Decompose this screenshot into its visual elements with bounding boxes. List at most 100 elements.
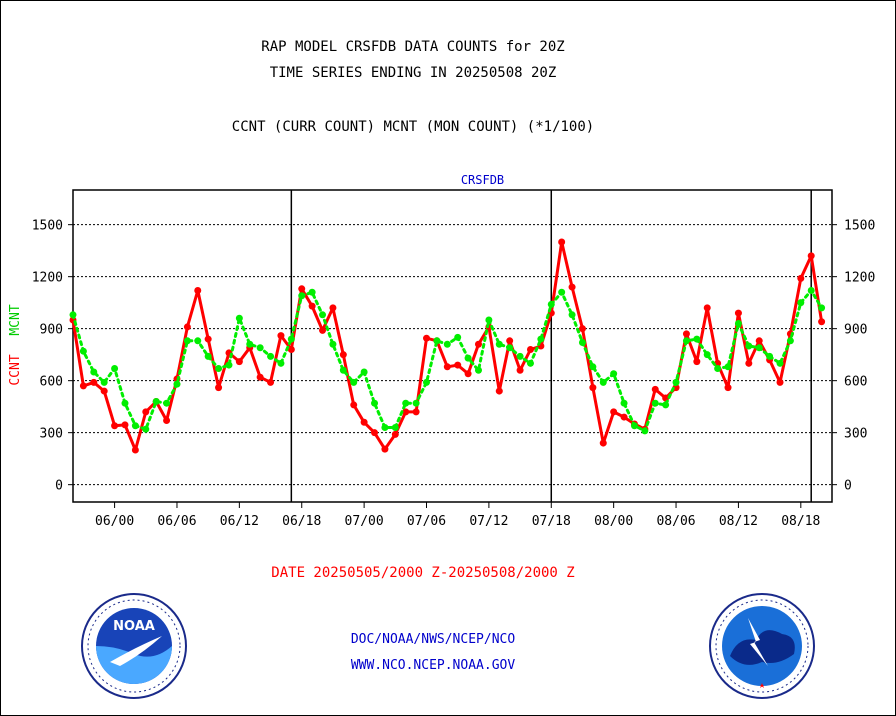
- data-point-mcnt: [412, 399, 420, 407]
- data-point-ccnt: [163, 417, 171, 425]
- data-point-mcnt: [474, 366, 482, 374]
- x-tick-label: 06/18: [282, 514, 321, 529]
- svg-text:NOAA: NOAA: [113, 619, 155, 634]
- y-tick-label-left: 900: [40, 323, 63, 338]
- x-tick-label: 06/00: [95, 514, 134, 529]
- data-point-ccnt: [235, 358, 243, 366]
- data-point-mcnt: [79, 347, 87, 355]
- data-point-mcnt: [745, 342, 753, 350]
- x-tick-label: 07/06: [407, 514, 446, 529]
- data-point-ccnt: [807, 252, 815, 260]
- data-point-mcnt: [786, 337, 794, 345]
- data-point-ccnt: [755, 337, 763, 345]
- data-point-mcnt: [183, 337, 191, 345]
- data-point-mcnt: [620, 399, 628, 407]
- data-point-ccnt: [734, 309, 742, 317]
- data-point-mcnt: [350, 378, 358, 386]
- data-point-mcnt: [69, 311, 77, 319]
- x-tick-label: 07/00: [345, 514, 384, 529]
- data-point-mcnt: [308, 288, 316, 296]
- data-point-mcnt: [724, 363, 732, 371]
- data-point-mcnt: [277, 359, 285, 367]
- data-point-ccnt: [589, 384, 597, 392]
- data-point-ccnt: [682, 330, 690, 338]
- data-point-mcnt: [662, 401, 670, 409]
- x-tick-label: 06/12: [220, 514, 259, 529]
- data-point-mcnt: [568, 311, 576, 319]
- data-point-ccnt: [267, 378, 275, 386]
- series-ccnt: [69, 238, 826, 454]
- data-point-ccnt: [443, 363, 451, 371]
- data-point-ccnt: [381, 445, 389, 453]
- x-tick-label: 08/06: [656, 514, 695, 529]
- nws-logo: [709, 593, 815, 699]
- data-point-ccnt: [319, 326, 327, 334]
- y-tick-label-left: 1500: [32, 219, 63, 234]
- y-tick-label-right: 1500: [844, 219, 875, 234]
- data-point-ccnt: [350, 401, 358, 409]
- data-point-mcnt: [797, 299, 805, 307]
- data-point-mcnt: [495, 340, 503, 348]
- data-point-mcnt: [246, 340, 254, 348]
- data-point-ccnt: [287, 345, 295, 353]
- data-point-mcnt: [714, 365, 722, 373]
- data-point-mcnt: [516, 352, 524, 360]
- data-point-mcnt: [641, 427, 649, 435]
- data-point-mcnt: [755, 344, 763, 352]
- data-point-mcnt: [526, 359, 534, 367]
- data-point-mcnt: [776, 359, 784, 367]
- data-point-mcnt: [423, 378, 431, 386]
- data-point-ccnt: [620, 413, 628, 421]
- data-point-ccnt: [402, 408, 410, 416]
- data-point-ccnt: [474, 340, 482, 348]
- data-point-ccnt: [256, 373, 264, 381]
- data-point-mcnt: [402, 399, 410, 407]
- data-point-mcnt: [298, 292, 306, 300]
- data-point-mcnt: [433, 337, 441, 345]
- data-point-ccnt: [651, 385, 659, 393]
- header-line-1: RAP MODEL CRSFDB DATA COUNTS for 20Z: [261, 39, 565, 55]
- data-point-mcnt: [90, 368, 98, 376]
- data-point-ccnt: [745, 359, 753, 367]
- data-point-ccnt: [526, 345, 534, 353]
- data-point-mcnt: [329, 340, 337, 348]
- data-point-ccnt: [204, 335, 212, 343]
- y-tick-label-left: 300: [40, 427, 63, 442]
- data-point-mcnt: [256, 344, 264, 352]
- data-point-ccnt: [578, 325, 586, 333]
- data-point-ccnt: [599, 439, 607, 447]
- data-point-mcnt: [682, 337, 690, 345]
- data-point-mcnt: [131, 422, 139, 430]
- series-mcnt: [69, 287, 826, 435]
- data-point-ccnt: [142, 408, 150, 416]
- y-axis-label-ccnt: CCNT: [8, 354, 23, 385]
- plot-area: [72, 189, 833, 503]
- data-point-mcnt: [547, 300, 555, 308]
- data-point-ccnt: [423, 334, 431, 342]
- data-point-mcnt: [267, 352, 275, 360]
- chart-title: CRSFDB: [461, 173, 504, 187]
- data-point-mcnt: [589, 363, 597, 371]
- data-point-ccnt: [610, 408, 618, 416]
- data-point-mcnt: [371, 399, 379, 407]
- data-point-ccnt: [79, 382, 87, 390]
- data-point-mcnt: [818, 304, 826, 312]
- time-series-chart: 0 0 300 300 600 600 900 900 1200 1200 1500 1500 06/0…: [8, 173, 875, 529]
- data-point-mcnt: [599, 378, 607, 386]
- x-tick-label: 08/00: [594, 514, 633, 529]
- data-point-ccnt: [298, 285, 306, 293]
- data-point-ccnt: [506, 337, 514, 345]
- data-point-ccnt: [111, 422, 119, 430]
- data-point-mcnt: [443, 340, 451, 348]
- data-point-mcnt: [319, 311, 327, 319]
- data-point-ccnt: [412, 408, 420, 416]
- y-tick-label-right: 300: [844, 427, 867, 442]
- y-tick-label-left: 0: [55, 479, 63, 494]
- data-point-ccnt: [215, 384, 223, 392]
- data-point-mcnt: [391, 423, 399, 431]
- data-point-ccnt: [724, 384, 732, 392]
- y-tick-label-right: 600: [844, 375, 867, 390]
- data-point-mcnt: [121, 399, 129, 407]
- data-point-ccnt: [558, 238, 566, 246]
- data-point-mcnt: [381, 423, 389, 431]
